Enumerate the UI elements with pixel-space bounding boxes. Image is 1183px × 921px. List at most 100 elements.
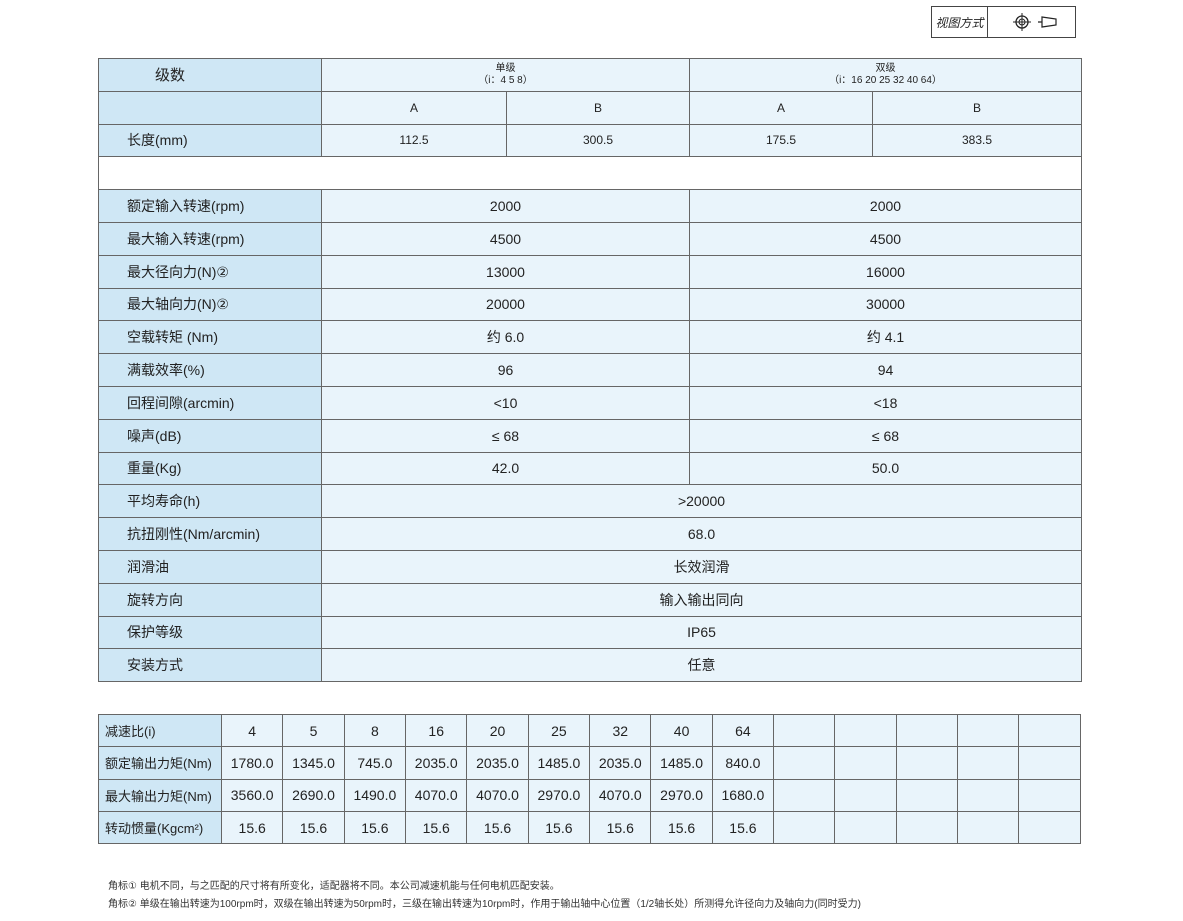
ratio-cell: 15.6 [343, 810, 407, 845]
ratio-cell: 15.6 [282, 810, 345, 845]
double-value: <18 [688, 385, 1083, 420]
empty-cell [773, 810, 836, 845]
empty-label [98, 90, 322, 125]
empty-cell [895, 778, 959, 812]
spec-row: 抗扭刚性(Nm/arcmin) 68.0 [98, 517, 1083, 551]
note-2: 角标② 单级在输出转速为100rpm时，双级在输出转速为50rpm时，三级在输出… [108, 899, 861, 910]
ratio-label: 最大输出力矩(Nm) [98, 778, 222, 812]
spec-row: 噪声(dB) ≤ 68 ≤ 68 [98, 418, 1083, 453]
ratio-cell: 15.6 [527, 810, 591, 845]
spec-row: 最大输入转速(rpm) 4500 4500 [98, 221, 1083, 256]
double-value: 约 4.1 [688, 320, 1083, 355]
crosshair-circle-icon [1012, 13, 1031, 31]
sub-header: B [871, 90, 1083, 125]
spec-label: 平均寿命(h) [98, 484, 322, 519]
spec-row: 最大轴向力(N)② 20000 30000 [98, 287, 1083, 322]
single-value: 2000 [321, 189, 690, 223]
ratio-cell: 2970.0 [650, 778, 713, 812]
double-value: 50.0 [688, 451, 1083, 486]
empty-cell [1018, 778, 1081, 812]
length-value: 300.5 [506, 123, 690, 158]
double-stage-header: 双级 （i：16 20 25 32 40 64） [688, 58, 1083, 92]
spec-label: 保护等级 [98, 615, 322, 650]
spec-row: 重量(Kg) 42.0 50.0 [98, 451, 1083, 486]
view-mode-box: 视图方式 [931, 6, 1076, 38]
spec-table: 级数 单级 （i：4 5 8） 双级 （i：16 20 25 32 40 64） A… [97, 58, 1083, 683]
empty-cell [957, 810, 1020, 845]
ratio-cell: 2970.0 [527, 778, 591, 812]
double-value: 4500 [688, 221, 1083, 256]
spec-label: 额定输入转速(rpm) [98, 189, 322, 223]
length-value: 112.5 [321, 123, 507, 158]
double-value: 2000 [688, 189, 1083, 223]
ratio-cell: 15.6 [466, 810, 529, 845]
spec-row: 润滑油 长效润滑 [98, 549, 1083, 584]
length-label: 长度(mm) [98, 123, 322, 158]
ratio-label: 减速比(i) [98, 713, 222, 748]
spec-value: IP65 [320, 615, 1083, 650]
ratio-cell: 15.6 [650, 810, 713, 845]
spec-value: 68.0 [320, 517, 1083, 551]
ratio-cell: 25 [527, 713, 591, 748]
length-value: 383.5 [871, 123, 1083, 158]
spec-label: 空载转矩 (Nm) [98, 320, 322, 355]
ratio-cell: 2035.0 [405, 746, 468, 780]
ratio-cell: 840.0 [711, 746, 775, 780]
spec-value: >20000 [320, 484, 1083, 519]
empty-cell [895, 810, 959, 845]
spec-row: 满载效率(%) 96 94 [98, 353, 1083, 387]
empty-cell [1018, 746, 1081, 780]
ratio-row: 转动惯量(Kgcm²) 15.6 15.6 15.6 15.6 15.6 15.6 15.6 1… [98, 810, 1081, 845]
ratio-cell: 4 [220, 713, 284, 748]
ratio-cell: 2690.0 [282, 778, 345, 812]
empty-cell [834, 778, 897, 812]
ratio-cell: 2035.0 [466, 746, 529, 780]
single-value: 96 [321, 353, 690, 387]
ratio-cell: 1485.0 [527, 746, 591, 780]
ratio-cell: 1680.0 [711, 778, 775, 812]
sub-header: A [321, 90, 507, 125]
ratio-row: 最大输出力矩(Nm) 3560.0 2690.0 1490.0 4070.0 4070.0… [98, 778, 1081, 812]
single-stage-header: 单级 （i：4 5 8） [321, 58, 690, 92]
double-value: 30000 [688, 287, 1083, 322]
single-value: 4500 [321, 221, 690, 256]
spec-row: 旋转方向 输入输出同向 [98, 582, 1083, 617]
ratio-label: 转动惯量(Kgcm²) [98, 810, 222, 845]
spec-label: 安装方式 [98, 648, 322, 683]
ratio-label: 额定输出力矩(Nm) [98, 746, 222, 780]
ratio-cell: 1780.0 [220, 746, 284, 780]
spec-label: 最大输入转速(rpm) [98, 221, 322, 256]
single-value: 13000 [321, 254, 690, 289]
spec-row: 平均寿命(h) >20000 [98, 484, 1083, 519]
spacer-row [97, 156, 1083, 191]
empty-cell [834, 746, 897, 780]
ratio-cell: 20 [466, 713, 529, 748]
ratio-cell: 4070.0 [466, 778, 529, 812]
empty-cell [773, 713, 836, 748]
ratio-cell: 1485.0 [650, 746, 713, 780]
empty-cell [834, 713, 897, 748]
cone-side-icon [1037, 16, 1057, 28]
single-value: <10 [321, 385, 690, 420]
spec-label: 抗扭刚性(Nm/arcmin) [98, 517, 322, 551]
ratio-cell: 8 [343, 713, 407, 748]
empty-cell [1018, 713, 1081, 748]
empty-cell [1018, 810, 1081, 845]
spec-label: 回程间隙(arcmin) [98, 385, 322, 420]
empty-cell [957, 746, 1020, 780]
spec-row: 保护等级 IP65 [98, 615, 1083, 650]
ratio-row: 减速比(i) 4 5 8 16 20 25 32 40 64 [98, 713, 1081, 748]
ratio-cell: 1345.0 [282, 746, 345, 780]
empty-cell [957, 713, 1020, 748]
ratio-cell: 2035.0 [589, 746, 652, 780]
spec-label: 最大径向力(N)② [98, 254, 322, 289]
spec-value: 长效润滑 [320, 549, 1083, 584]
spec-label: 噪声(dB) [98, 418, 322, 453]
double-value: 94 [688, 353, 1083, 387]
ratio-cell: 15.6 [589, 810, 652, 845]
ratio-cell: 40 [650, 713, 713, 748]
ratio-cell: 15.6 [220, 810, 284, 845]
spec-label: 润滑油 [98, 549, 322, 584]
ratio-cell: 15.6 [711, 810, 775, 845]
double-value: 16000 [688, 254, 1083, 289]
